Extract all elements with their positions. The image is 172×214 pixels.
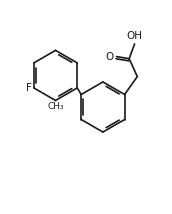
Text: F: F — [26, 83, 32, 93]
Text: CH₃: CH₃ — [47, 103, 64, 111]
Text: O: O — [105, 52, 114, 62]
Text: OH: OH — [127, 31, 143, 41]
